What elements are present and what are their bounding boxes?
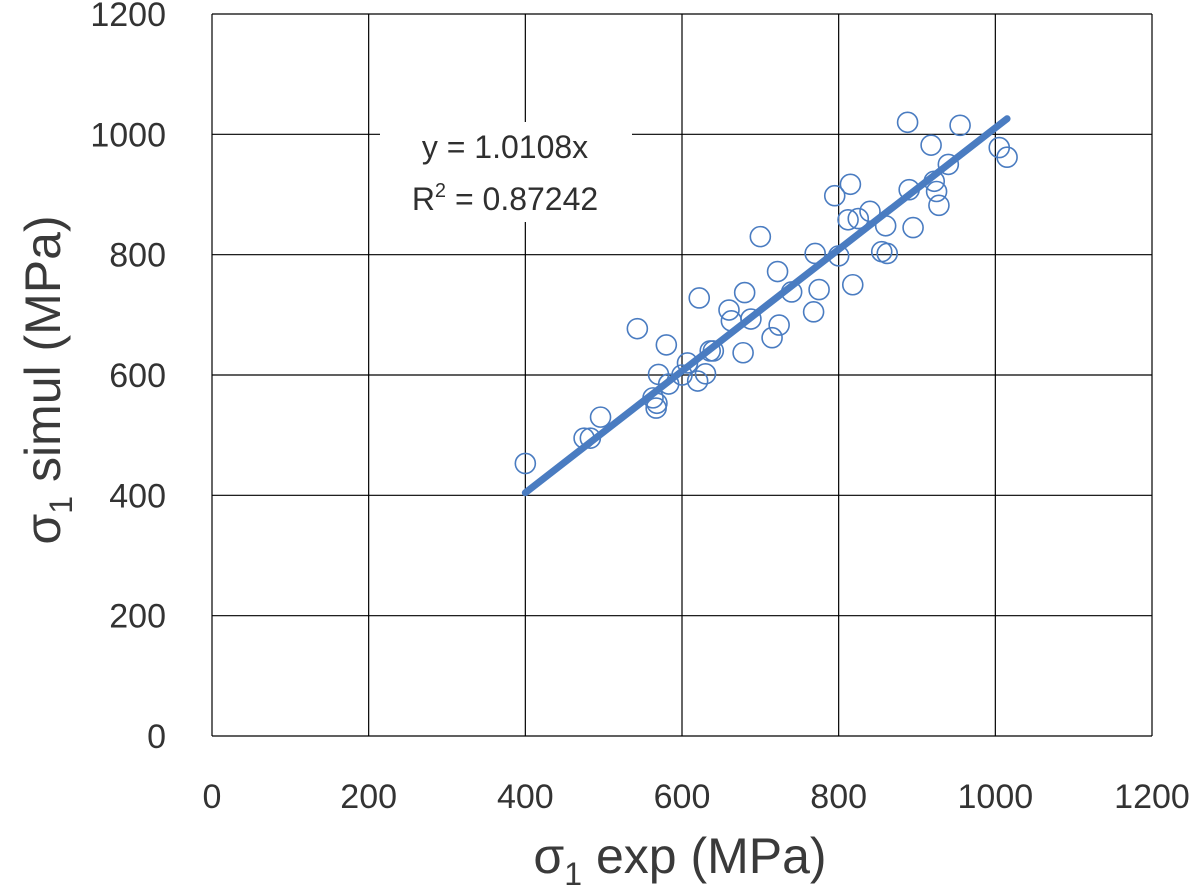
y-axis-title-text: simul (MPa) bbox=[15, 215, 71, 496]
data-point bbox=[808, 278, 830, 301]
x-tick-label: 400 bbox=[497, 778, 554, 816]
data-point bbox=[686, 370, 709, 392]
y-tick-label: 600 bbox=[109, 357, 166, 395]
data-point bbox=[514, 452, 537, 475]
data-point bbox=[768, 314, 790, 336]
data-point bbox=[688, 287, 711, 309]
data-point bbox=[740, 308, 762, 330]
data-point bbox=[896, 111, 919, 134]
data-point bbox=[694, 362, 717, 385]
data-points bbox=[514, 111, 1018, 475]
grid-lines bbox=[211, 13, 1153, 737]
x-tick-label: 0 bbox=[203, 778, 222, 816]
y-tick-label: 800 bbox=[109, 237, 166, 275]
y-tick-labels: 0 200 400 600 800 1000 1200 bbox=[90, 0, 166, 756]
data-point bbox=[802, 301, 825, 323]
data-point bbox=[733, 281, 756, 304]
x-tick-label: 600 bbox=[654, 778, 711, 816]
data-point bbox=[837, 208, 859, 231]
x-tick-label: 1000 bbox=[958, 778, 1034, 816]
data-point bbox=[718, 299, 740, 321]
y-axis-title-subscript: 1 bbox=[43, 496, 79, 514]
x-axis-title-text: exp (MPa) bbox=[582, 828, 827, 884]
data-point bbox=[841, 273, 864, 296]
data-point bbox=[655, 334, 678, 356]
x-tick-label: 1200 bbox=[1114, 778, 1190, 816]
equation-box-bg bbox=[380, 122, 632, 222]
data-point bbox=[937, 153, 960, 176]
x-axis-title-symbol: σ bbox=[533, 828, 564, 884]
y-tick-label: 200 bbox=[109, 598, 166, 636]
x-axis-title-subscript: 1 bbox=[564, 856, 582, 891]
trendline bbox=[521, 115, 1011, 497]
data-point bbox=[626, 317, 649, 340]
data-point bbox=[996, 146, 1018, 168]
x-tick-labels: 0 200 400 600 800 1000 1200 bbox=[203, 778, 1190, 816]
y-tick-label: 400 bbox=[109, 477, 166, 515]
y-tick-label: 1000 bbox=[90, 116, 166, 154]
data-point bbox=[920, 134, 942, 156]
r-squared-prefix: R bbox=[412, 181, 435, 217]
data-point bbox=[732, 341, 754, 364]
data-point bbox=[902, 216, 924, 239]
r-squared-superscript: 2 bbox=[435, 180, 446, 202]
y-tick-label: 1200 bbox=[90, 0, 166, 34]
x-tick-label: 800 bbox=[810, 778, 867, 816]
data-point bbox=[749, 225, 772, 248]
data-point bbox=[589, 406, 612, 428]
data-point bbox=[949, 114, 971, 137]
data-point bbox=[761, 326, 783, 349]
r-squared-value: = 0.87242 bbox=[446, 181, 598, 217]
data-point bbox=[847, 207, 870, 230]
y-axis-title: σ1 simul (MPa) bbox=[15, 215, 79, 544]
y-tick-label: 0 bbox=[147, 718, 166, 756]
y-axis-title-symbol: σ bbox=[15, 514, 71, 545]
r-squared-label: R2 = 0.87242 bbox=[412, 180, 598, 217]
x-tick-label: 200 bbox=[340, 778, 397, 816]
x-axis-title: σ1 exp (MPa) bbox=[533, 828, 826, 891]
data-point bbox=[839, 173, 862, 196]
data-point bbox=[766, 260, 789, 283]
data-point bbox=[876, 242, 899, 265]
data-point bbox=[823, 184, 846, 207]
data-point bbox=[925, 180, 948, 203]
trendline-equation: y = 1.0108x bbox=[422, 129, 588, 165]
data-point bbox=[928, 194, 950, 217]
